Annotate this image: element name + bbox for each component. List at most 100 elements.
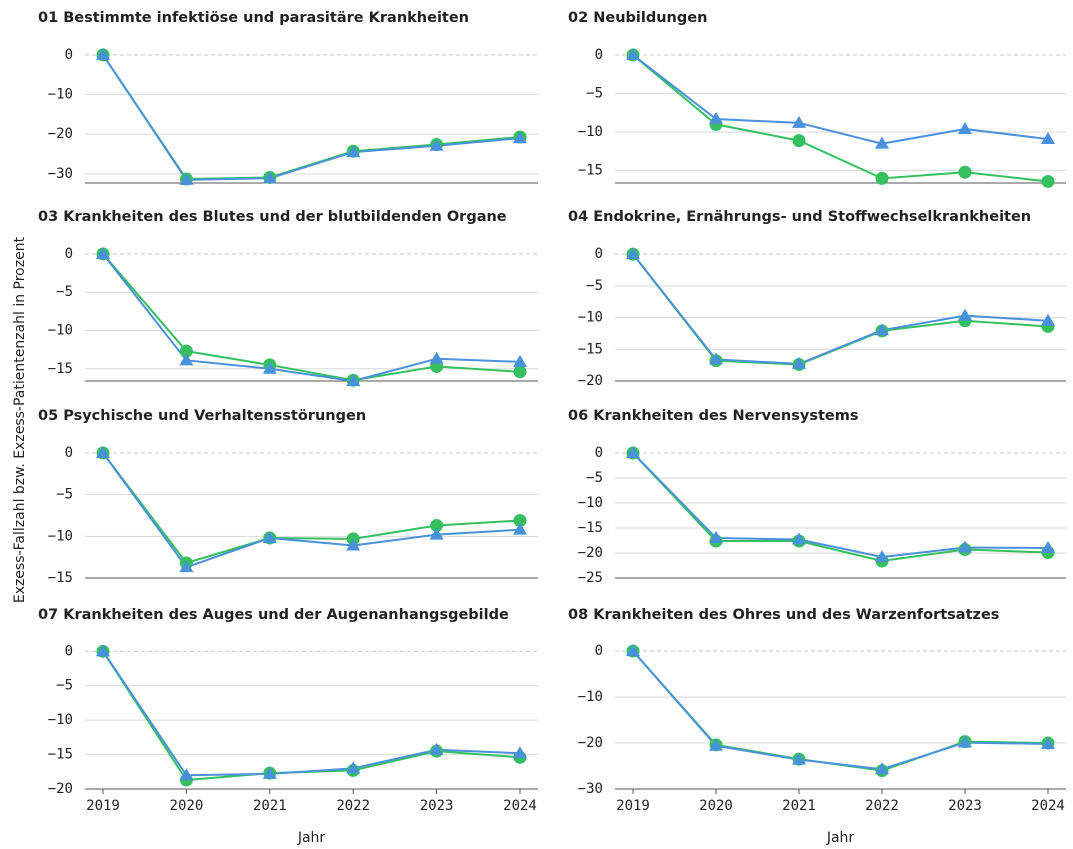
y-tick-label: −20 xyxy=(48,126,73,142)
marker xyxy=(179,560,194,573)
y-tick-label: −5 xyxy=(56,487,73,503)
marker xyxy=(429,742,444,755)
marker xyxy=(513,365,527,379)
marker xyxy=(958,540,972,553)
marker xyxy=(179,172,194,185)
y-tick-label: −20 xyxy=(578,735,603,751)
y-tick-label: −25 xyxy=(578,570,603,586)
marker xyxy=(1041,174,1055,188)
series-line xyxy=(102,54,521,181)
y-tick-label: −20 xyxy=(578,373,603,389)
marker xyxy=(709,531,723,543)
marker xyxy=(626,48,640,61)
x-tick-label: 2021 xyxy=(782,798,816,814)
series-line xyxy=(102,650,521,782)
y-tick-label: 0 xyxy=(595,47,603,63)
marker xyxy=(430,519,444,532)
marker xyxy=(626,446,640,458)
chart-title: 07 Krankheiten des Auges und der Augenan… xyxy=(38,607,509,623)
x-tick-label: 2023 xyxy=(948,798,982,814)
x-tick-label: 2020 xyxy=(699,798,733,814)
y-tick-label: −15 xyxy=(578,341,603,357)
marker xyxy=(179,353,194,366)
series-line xyxy=(632,650,1049,771)
marker xyxy=(346,145,361,158)
marker xyxy=(1041,736,1055,749)
series-line xyxy=(102,253,521,382)
chart-title: 02 Neubildungen xyxy=(568,10,707,26)
marker xyxy=(709,352,723,365)
marker xyxy=(429,527,444,540)
chart-title: 08 Krankheiten des Ohres und des Warzenf… xyxy=(568,607,999,623)
marker xyxy=(513,354,527,367)
x-tick-label: 2019 xyxy=(616,798,650,814)
marker xyxy=(875,171,889,185)
y-tick-label: −30 xyxy=(48,166,73,182)
marker xyxy=(792,356,806,369)
y-tick-label: 0 xyxy=(595,445,603,461)
series-line xyxy=(632,452,1049,563)
x-tick-label: 2021 xyxy=(253,798,287,814)
y-tick-label: −5 xyxy=(586,470,603,486)
marker xyxy=(96,446,110,458)
series-line xyxy=(632,452,1049,559)
marker xyxy=(429,138,444,151)
x-tick-label: 2020 xyxy=(170,798,204,814)
marker xyxy=(792,134,806,148)
marker xyxy=(709,112,723,125)
marker xyxy=(1041,132,1055,145)
marker xyxy=(1041,313,1055,326)
x-tick-label: 2024 xyxy=(1031,798,1065,814)
y-tick-label: 0 xyxy=(595,643,603,659)
marker xyxy=(179,768,194,781)
marker xyxy=(958,735,972,748)
y-tick-label: −5 xyxy=(56,678,73,694)
y-tick-label: −10 xyxy=(48,528,73,544)
series-line xyxy=(102,650,521,777)
y-tick-label: −10 xyxy=(578,495,603,511)
series-line xyxy=(632,54,1049,145)
y-tick-label: −15 xyxy=(578,163,603,179)
y-tick-label: −15 xyxy=(578,520,603,536)
x-tick-label: 2019 xyxy=(86,798,120,814)
marker xyxy=(346,538,361,551)
marker xyxy=(626,644,640,657)
y-tick-label: −10 xyxy=(578,310,603,326)
series-line xyxy=(632,253,1049,365)
marker xyxy=(792,532,806,545)
marker xyxy=(346,761,361,774)
marker xyxy=(958,165,972,179)
y-tick-label: −10 xyxy=(48,322,73,338)
marker xyxy=(262,531,277,543)
y-tick-label: 0 xyxy=(65,445,73,461)
x-tick-label: 2024 xyxy=(503,798,537,814)
x-axis-label: Jahr xyxy=(297,830,326,846)
chart-title: 05 Psychische und Verhaltensstörungen xyxy=(38,408,366,424)
x-tick-label: 2023 xyxy=(420,798,454,814)
marker xyxy=(96,47,110,60)
y-tick-label: 0 xyxy=(65,47,73,63)
series-line xyxy=(102,54,521,181)
marker xyxy=(96,644,110,657)
marker xyxy=(513,131,527,144)
y-tick-label: −20 xyxy=(578,545,603,561)
y-tick-label: −5 xyxy=(586,86,603,102)
x-tick-label: 2022 xyxy=(865,798,899,814)
y-tick-label: −10 xyxy=(578,689,603,705)
marker xyxy=(709,738,723,751)
y-tick-label: 0 xyxy=(595,246,603,262)
y-tick-label: −5 xyxy=(586,278,603,294)
y-axis-label: Exzess-Fallzahl bzw. Exzess-Patientenzah… xyxy=(12,236,28,603)
y-tick-label: −15 xyxy=(48,361,73,377)
y-tick-label: −10 xyxy=(578,124,603,140)
y-tick-label: −15 xyxy=(48,747,73,763)
series-line xyxy=(102,452,521,569)
y-tick-label: 0 xyxy=(65,643,73,659)
series-line xyxy=(102,253,521,383)
y-tick-label: −10 xyxy=(48,87,73,103)
y-tick-label: −10 xyxy=(48,712,73,728)
y-tick-label: −20 xyxy=(48,781,73,797)
marker xyxy=(1041,541,1055,553)
